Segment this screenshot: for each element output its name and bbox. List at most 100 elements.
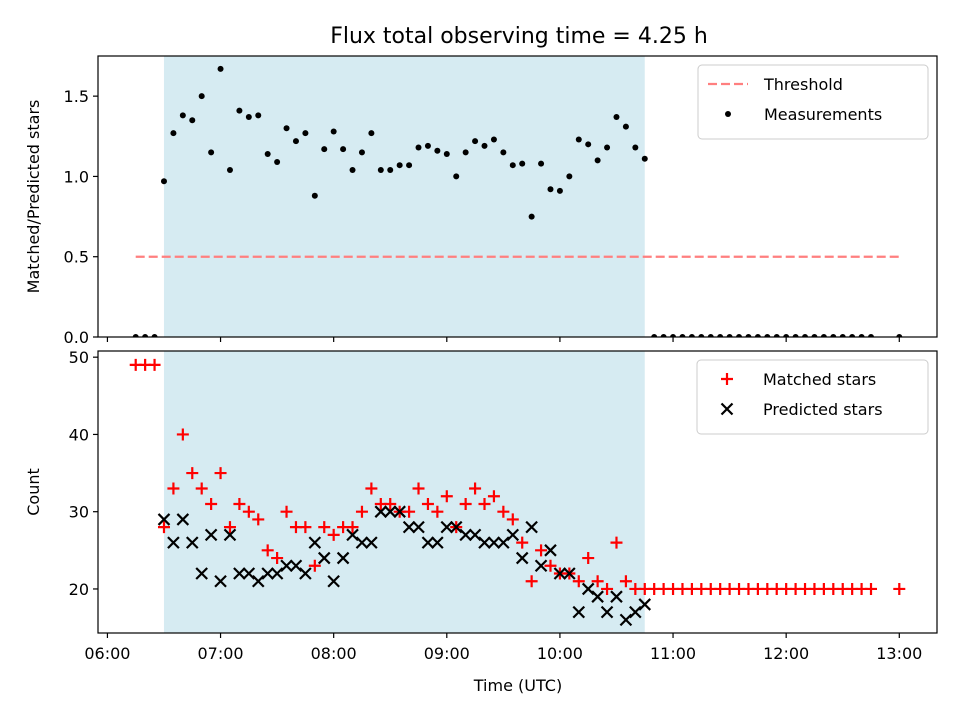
data-point [299,521,312,534]
data-point [651,334,658,337]
data-point [195,567,208,580]
legend-label: Matched stars [763,370,876,389]
data-point [468,528,482,542]
data-point [358,149,365,156]
x-tick-label: 07:00 [197,644,243,663]
data-point [478,497,491,510]
data-point [185,536,199,549]
data-point [459,528,472,542]
data-point [383,505,397,518]
data-point [717,334,724,337]
data-point [472,138,479,145]
y-tick-label: 0.0 [64,328,89,347]
legend-label: Predicted stars [763,400,883,419]
legend-plus-swatch [721,373,733,385]
data-point [368,130,375,137]
data-point [490,136,497,143]
data-point [198,93,205,100]
y-tick-label: 50 [69,348,89,367]
data-point [506,528,520,542]
data-point [585,141,592,148]
data-point [462,149,469,156]
data-point [270,567,284,580]
y-tick-label: 0.5 [64,248,89,267]
data-point [519,160,526,167]
data-point [289,559,303,573]
data-point [403,505,416,518]
data-point [415,144,422,151]
data-point [610,536,623,549]
data-point [179,112,186,119]
data-point [233,567,246,580]
data-point [849,334,856,337]
data-point [340,146,347,153]
legend-x-swatch [720,402,734,416]
data-point [148,358,161,371]
data-point [591,590,604,603]
data-point [525,575,538,588]
data-point [707,334,714,337]
data-point [393,505,406,518]
data-point [670,334,677,337]
data-point [506,513,519,526]
data-point [613,114,620,121]
data-point [424,142,431,149]
data-point [481,142,488,149]
data-point [698,334,705,337]
x-tick-label: 10:00 [537,644,583,663]
data-point [487,490,500,503]
x-axis-label: Time (UTC) [473,676,562,695]
data-point [242,567,256,580]
data-point [349,167,356,174]
data-point [308,559,321,572]
data-point [622,123,629,130]
data-point [292,138,299,145]
data-point [839,334,846,337]
data-point [688,334,695,337]
data-point [469,482,482,495]
data-point [896,334,903,337]
plot-area [132,56,903,337]
y-tick-label: 20 [69,580,89,599]
x-tick-label: 06:00 [84,644,130,663]
data-point [245,114,252,121]
data-point [563,567,576,580]
y-tick-label: 30 [69,503,89,522]
data-point [459,497,472,510]
data-point [396,162,403,169]
data-point [544,559,557,572]
data-point [638,598,652,611]
observing-window-span [163,56,645,337]
data-point [214,574,227,588]
data-point [820,334,827,337]
data-point [346,528,359,542]
data-point [453,173,460,180]
data-point [189,117,196,124]
data-point [449,520,463,534]
data-point [255,112,262,119]
data-point [594,157,601,164]
x-tick-label: 13:00 [876,644,922,663]
data-point [384,497,397,510]
data-point [214,467,227,480]
data-point [317,551,331,565]
data-point [421,497,434,510]
data-point [802,334,809,337]
data-point [535,544,548,557]
data-point [440,490,453,503]
data-point [336,551,350,565]
data-point [868,334,875,337]
data-point [327,574,340,588]
data-point [544,544,557,557]
data-point [604,144,611,151]
data-point [160,178,167,185]
data-point [641,155,648,162]
data-point [478,536,491,549]
data-point [157,521,170,534]
data-point [528,213,535,220]
legend-box [696,359,929,435]
data-point [355,505,368,518]
data-point [226,167,233,174]
data-point [525,520,538,534]
data-point [431,505,444,518]
